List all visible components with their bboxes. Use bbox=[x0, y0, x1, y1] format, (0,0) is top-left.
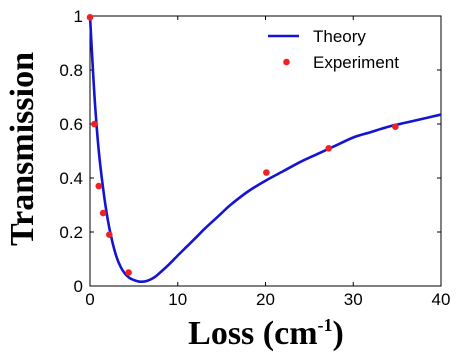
x-tick-label: 30 bbox=[344, 290, 363, 309]
legend-theory-label: Theory bbox=[313, 27, 366, 46]
legend-experiment-label: Experiment bbox=[313, 53, 399, 72]
axis-ticks: 0 10 20 30 40 0 0.2 0.4 0.6 0.8 1 bbox=[59, 7, 450, 309]
y-tick-label: 0.4 bbox=[59, 169, 83, 188]
experiment-point bbox=[392, 123, 399, 130]
experiment-point bbox=[95, 182, 103, 190]
y-tick-label: 1 bbox=[74, 7, 83, 26]
x-axis-title-main: Loss (cm bbox=[188, 315, 317, 352]
experiment-point bbox=[263, 169, 270, 176]
y-tick-label: 0 bbox=[74, 277, 83, 296]
x-axis-title-superscript: -1 bbox=[318, 315, 333, 335]
experiment-point bbox=[99, 209, 107, 217]
x-tick-label: 0 bbox=[85, 290, 94, 309]
y-tick-label: 0.2 bbox=[59, 223, 83, 242]
experiment-point bbox=[125, 269, 132, 276]
x-axis-title-close: ) bbox=[333, 315, 344, 352]
y-tick-label: 0.6 bbox=[59, 115, 83, 134]
y-axis-title: Transmission bbox=[4, 52, 41, 246]
legend-experiment-swatch bbox=[283, 58, 290, 66]
experiment-point bbox=[86, 14, 94, 21]
experiment-point bbox=[91, 120, 98, 128]
experiment-point bbox=[325, 145, 332, 152]
legend: Theory Experiment bbox=[268, 27, 399, 72]
x-tick-label: 20 bbox=[256, 290, 275, 309]
theory-line bbox=[88, 15, 442, 284]
x-axis-title: Loss (cm-1) bbox=[188, 315, 344, 352]
data-series bbox=[86, 14, 442, 284]
x-tick-label: 10 bbox=[168, 290, 187, 309]
y-tick-label: 0.8 bbox=[59, 61, 83, 80]
x-tick-label: 40 bbox=[432, 290, 451, 309]
experiment-point bbox=[106, 231, 113, 238]
